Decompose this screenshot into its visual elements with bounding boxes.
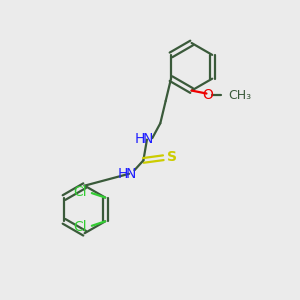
Text: S: S <box>167 150 177 164</box>
Text: Cl: Cl <box>74 220 87 234</box>
Text: N: N <box>125 167 136 181</box>
Text: CH₃: CH₃ <box>228 88 251 101</box>
Text: N: N <box>142 132 153 146</box>
Text: H: H <box>117 167 128 181</box>
Text: O: O <box>202 88 213 102</box>
Text: Cl: Cl <box>74 184 87 199</box>
Text: H: H <box>134 132 145 146</box>
